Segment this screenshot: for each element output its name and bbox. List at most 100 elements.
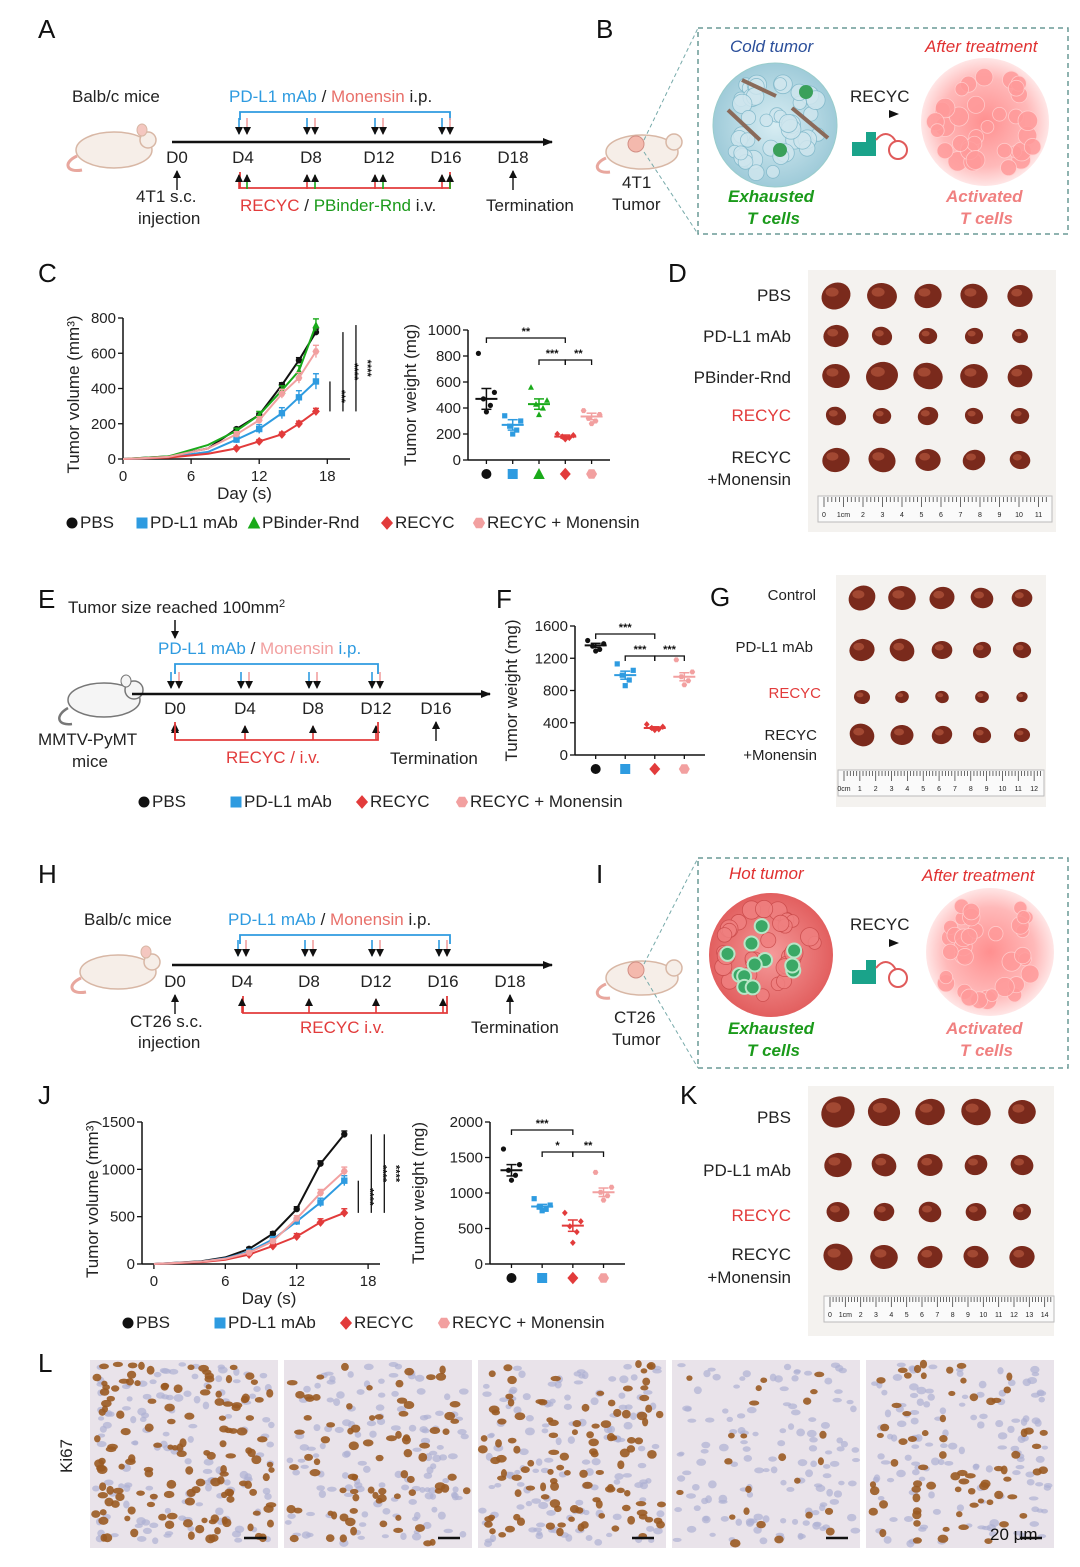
nucleus [1027, 1376, 1038, 1385]
ruler-label: 5 [920, 512, 924, 519]
nucleus [524, 1427, 535, 1436]
nucleus [431, 1506, 438, 1513]
tumor-highlight [827, 1248, 841, 1258]
ruler-label: 5 [905, 1312, 909, 1319]
ki67-positive-nucleus [408, 1489, 417, 1496]
nucleus [838, 1367, 847, 1374]
ruler-label: 2 [861, 512, 865, 519]
tumor-highlight [830, 1205, 840, 1213]
ki67-positive-nucleus [444, 1411, 456, 1421]
nucleus [623, 1421, 633, 1430]
ki67-positive-nucleus [490, 1456, 501, 1465]
y-tick-label: 1000 [102, 1161, 135, 1178]
y-tick-label: 800 [91, 310, 116, 327]
tumor-highlight [920, 410, 930, 417]
ki67-positive-nucleus [1003, 1476, 1012, 1482]
ki67-positive-nucleus [918, 1464, 929, 1471]
nucleus [457, 1428, 467, 1435]
x-tick-label: 18 [360, 1273, 377, 1290]
ki67-positive-nucleus [447, 1473, 457, 1481]
nucleus [880, 1460, 891, 1465]
ki67-positive-nucleus [1032, 1468, 1042, 1476]
ki67-positive-nucleus [912, 1507, 922, 1515]
ki67-positive-nucleus [994, 1490, 1004, 1500]
panel-e: E Tumor size reached 100mm2 PD-L1 mAb / … [38, 584, 623, 811]
g-row-label: RECYC [764, 727, 817, 744]
ki67-positive-nucleus [231, 1402, 243, 1409]
marker-recyc [561, 1209, 568, 1217]
nucleus [544, 1457, 554, 1463]
g-row-label: +Monensin [743, 747, 817, 764]
cell [942, 943, 959, 961]
y-axis-title: Tumor weight (mg) [409, 1122, 428, 1264]
e-termination: Termination [390, 749, 478, 768]
nucleus [547, 1381, 557, 1387]
ki67-positive-nucleus [327, 1510, 334, 1516]
ki67-positive-nucleus [743, 1507, 750, 1515]
ki67-positive-nucleus [257, 1436, 268, 1443]
ki67-positive-nucleus [624, 1489, 631, 1497]
nucleus [809, 1437, 818, 1443]
ki67-positive-nucleus [294, 1429, 305, 1435]
ki67-positive-nucleus [115, 1492, 125, 1502]
y-tick-label: 1200 [535, 650, 568, 667]
ki67-positive-nucleus [956, 1362, 967, 1369]
marker-recyc-monensin [586, 469, 598, 479]
nucleus [903, 1516, 914, 1523]
ki67-positive-nucleus [449, 1400, 461, 1408]
nucleus [390, 1425, 401, 1431]
ruler-label: 11 [995, 1312, 1002, 1319]
marker-pdl1 [539, 1208, 545, 1214]
nucleus [733, 1384, 740, 1389]
ki67-positive-nucleus [208, 1519, 217, 1525]
ki67-positive-nucleus [395, 1379, 404, 1388]
ki67-positive-nucleus [937, 1534, 949, 1543]
nucleus [618, 1404, 628, 1410]
nucleus [811, 1510, 820, 1516]
reached-label: Tumor size reached 100mm [68, 598, 279, 617]
ki67-positive-nucleus [143, 1466, 154, 1473]
ki67-positive-nucleus [184, 1412, 195, 1420]
ki67-positive-nucleus [238, 1480, 248, 1487]
nucleus [459, 1530, 467, 1538]
cell [747, 164, 765, 181]
ki67-positive-nucleus [591, 1423, 600, 1429]
ki67-positive-nucleus [942, 1526, 950, 1532]
ki67-positive-nucleus [595, 1469, 604, 1475]
ruler-label: 1 [858, 786, 862, 793]
nucleus [376, 1417, 386, 1426]
ki67-positive-nucleus [100, 1533, 108, 1542]
nucleus [743, 1454, 753, 1462]
nucleus [590, 1397, 599, 1406]
nucleus [142, 1527, 152, 1535]
nucleus [997, 1367, 1004, 1375]
sig-bracket [510, 1129, 574, 1135]
sig-stars: **** [389, 1165, 401, 1183]
panel-letter-k: K [680, 1080, 698, 1110]
nucleus [676, 1452, 684, 1457]
nucleus [838, 1480, 845, 1486]
nucleus [234, 1537, 243, 1543]
nucleus [788, 1403, 798, 1410]
nucleus [1041, 1445, 1049, 1450]
nucleus [851, 1457, 860, 1463]
ki67-positive-nucleus [755, 1385, 762, 1392]
sig-bracket [654, 655, 685, 661]
nucleus [824, 1377, 833, 1385]
exhausted-label-1: Exhausted [728, 187, 815, 206]
nucleus [648, 1538, 655, 1543]
ki67-positive-nucleus [426, 1374, 436, 1381]
exhausted-t-cell [719, 945, 736, 962]
ki67-positive-nucleus [580, 1521, 589, 1529]
ki67-positive-nucleus [400, 1470, 409, 1479]
ki67-positive-nucleus [876, 1432, 884, 1439]
nucleus [259, 1372, 268, 1379]
nucleus [1015, 1464, 1025, 1470]
legend-entry: PBS [152, 792, 186, 811]
nucleus [394, 1470, 403, 1479]
mouse-with-tumor-icon [595, 959, 683, 1000]
ki67-positive-nucleus [289, 1464, 299, 1471]
ki67-positive-nucleus [903, 1372, 912, 1379]
ruler-label: 13 [1025, 1312, 1033, 1319]
